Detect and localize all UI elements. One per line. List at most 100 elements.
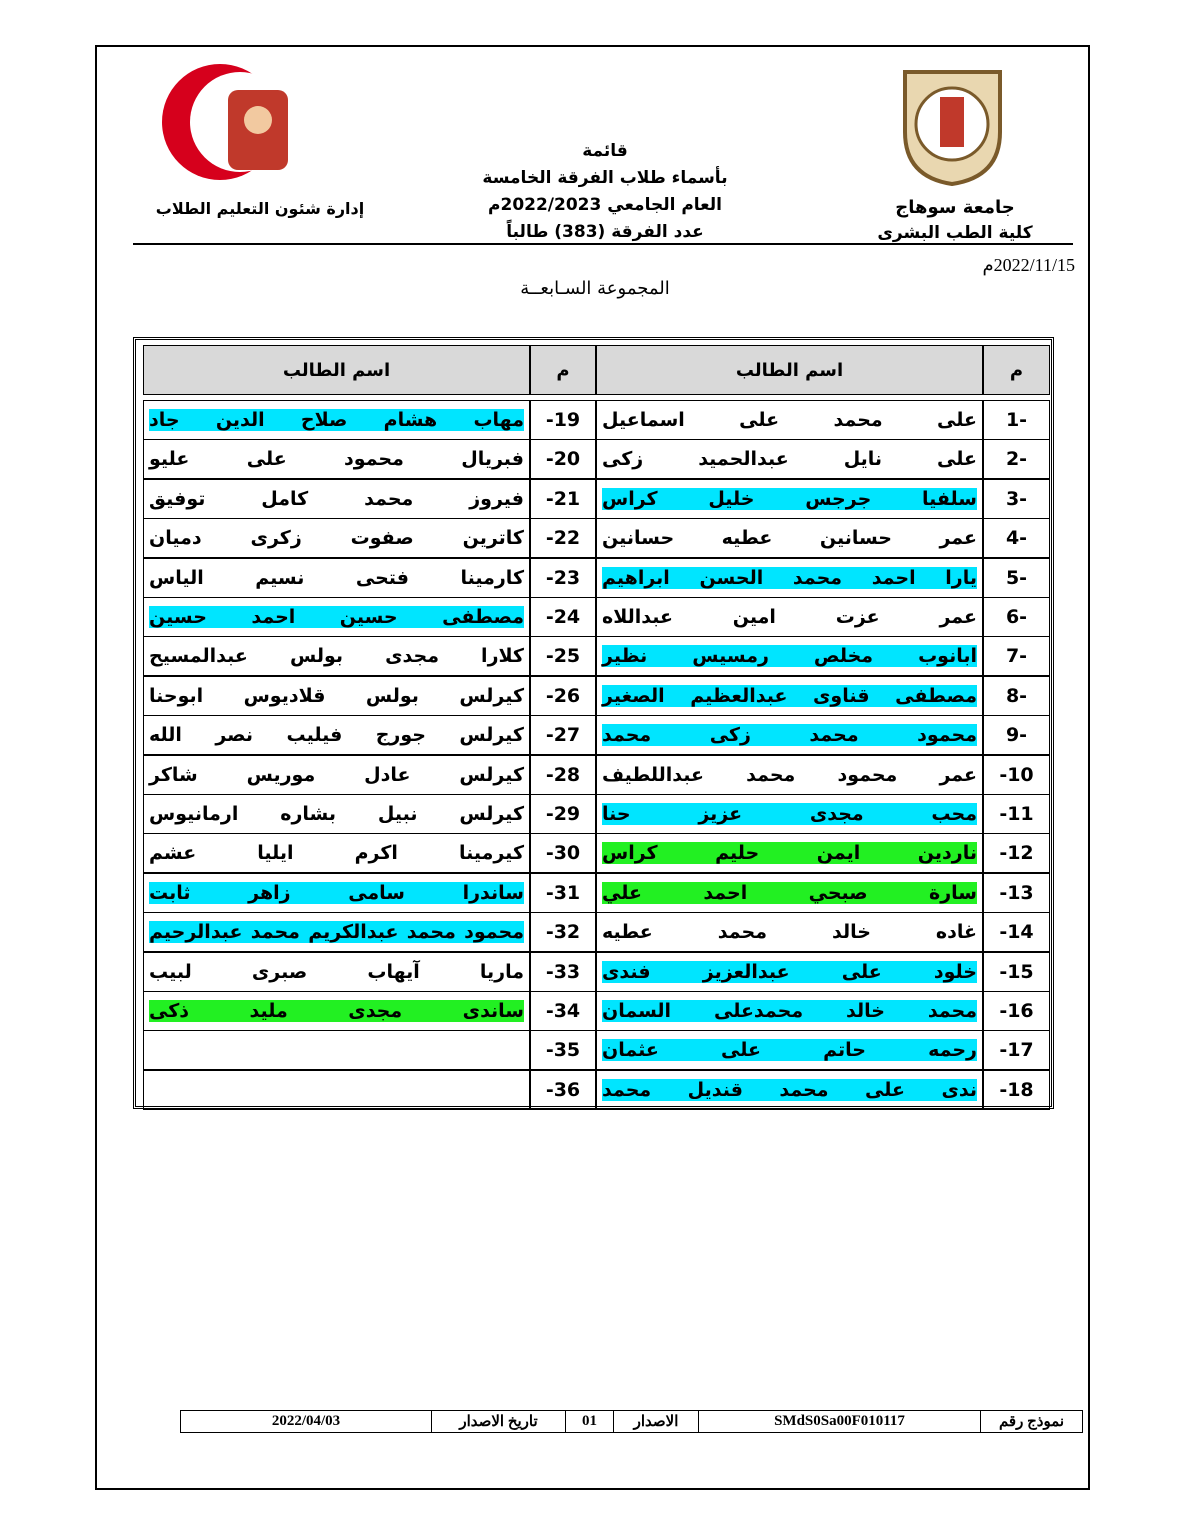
student-name-text: عمر حسانين عطيه حسانين — [602, 527, 977, 550]
student-name-text: على محمد على اسماعيل — [602, 409, 977, 431]
row-number: -33 — [530, 951, 596, 992]
row-number: 3- — [983, 478, 1050, 519]
row-number: -34 — [530, 991, 596, 1031]
row-number: -27 — [530, 715, 596, 756]
row-number: -12 — [983, 833, 1050, 874]
header-name: اسم الطالب — [596, 345, 983, 395]
student-name: ندى على محمد قنديل محمد — [596, 1069, 983, 1110]
student-name-text: مصطفى قناوى عبدالعظيم الصغير — [602, 684, 977, 707]
row-number: -16 — [983, 991, 1050, 1031]
student-name-text: كيرلس عادل موريس شاكر — [149, 763, 524, 786]
student-name-text: سارة صبحي احمد علي — [602, 881, 977, 904]
student-name: كيرلس عادل موريس شاكر — [143, 754, 530, 795]
row-number-text: -13 — [999, 881, 1034, 904]
student-name: ساندرا سامى زاهر ثابت — [143, 872, 530, 913]
student-name: عمر محمود محمد عبداللطيف — [596, 754, 983, 795]
student-name: كيرمينا اكرم ايليا عشم — [143, 833, 530, 874]
row-number-text: -34 — [545, 1000, 581, 1022]
row-number-text: 6- — [1005, 606, 1028, 628]
student-name-text: غاده خالد محمد عطيه — [602, 921, 977, 944]
row-number-text: -31 — [545, 881, 581, 904]
header-name-text: اسم الطالب — [282, 359, 391, 381]
student-name: خلود على عبدالعزيز فندى — [596, 951, 983, 992]
row-number-text: 2- — [1005, 448, 1028, 471]
row-number: -29 — [530, 794, 596, 834]
row-number-text: -23 — [545, 566, 581, 589]
row-number: -28 — [530, 754, 596, 795]
version: 01 — [565, 1410, 614, 1433]
student-name: محمود محمد عبدالكريم محمد عبدالرحيم — [143, 912, 530, 953]
form-label: نموذج رقم — [980, 1410, 1083, 1433]
university: جامعة سوهاج — [895, 197, 1015, 218]
student-name-text: كلارا مجدى بولس عبدالمسيح — [149, 645, 524, 668]
header-num-text: م — [556, 359, 570, 381]
student-name: ابانوب مخلص رمسيس نظير — [596, 636, 983, 677]
row-number-text: -36 — [545, 1078, 581, 1101]
student-name: كاترين صفوت زكرى دميان — [143, 518, 530, 559]
row-number: -20 — [530, 439, 596, 480]
student-name: غاده خالد محمد عطيه — [596, 912, 983, 953]
row-number: -14 — [983, 912, 1050, 953]
row-number: -13 — [983, 872, 1050, 913]
row-number: 4- — [983, 518, 1050, 559]
row-number-text: -22 — [545, 527, 581, 550]
student-name: سلفيا جرجس خليل كراس — [596, 478, 983, 519]
student-name: كارمينا فتحى نسيم الياس — [143, 557, 530, 598]
row-number-text: -25 — [545, 645, 581, 668]
student-name-text: عمر عزت امين عبداللاه — [602, 606, 977, 628]
row-number: -30 — [530, 833, 596, 874]
student-name: كيرلس جورج فيليب نصر الله — [143, 715, 530, 756]
student-name-text: كارمينا فتحى نسيم الياس — [149, 566, 524, 589]
row-number-text: 5- — [1005, 566, 1028, 589]
student-name-text: محمود محمد عبدالكريم محمد عبدالرحيم — [149, 921, 524, 944]
row-number-text: 4- — [1005, 527, 1028, 550]
row-number: -11 — [983, 794, 1050, 834]
row-number-text: 7- — [1005, 645, 1028, 668]
row-number: -32 — [530, 912, 596, 953]
header-name: اسم الطالب — [143, 345, 530, 395]
student-name — [143, 1030, 530, 1071]
student-name-text: عمر محمود محمد عبداللطيف — [602, 763, 977, 786]
row-number-text: -33 — [545, 960, 581, 983]
student-name: رحمه حاتم على عثمان — [596, 1030, 983, 1071]
row-number-text: -10 — [999, 763, 1034, 786]
student-name: يارا احمد محمد الحسن ابراهيم — [596, 557, 983, 598]
row-number: 6- — [983, 597, 1050, 637]
issue-date: 2022/04/03 — [180, 1410, 432, 1433]
form-code: SMdS0Sa00F010117 — [698, 1410, 981, 1433]
student-name-text: فيروز محمد كامل توفيق — [149, 487, 524, 510]
student-name-text: فبريال محمود على عليو — [149, 448, 524, 471]
student-name-text: ابانوب مخلص رمسيس نظير — [602, 645, 977, 668]
student-name: ناردين ايمن حليم كراس — [596, 833, 983, 874]
student-table: م اسم الطالب 1- على محمد على اسماعيل 2- على ن… — [133, 337, 1054, 1110]
student-name-text: ماريا آيهاب صبرى لبيب — [149, 960, 524, 983]
header-num: م — [983, 345, 1050, 395]
row-number-text: -12 — [999, 842, 1034, 865]
student-name-text: ندى على محمد قنديل محمد — [602, 1078, 977, 1101]
row-number: -25 — [530, 636, 596, 677]
row-number-text: -35 — [545, 1039, 581, 1062]
row-number-text: -17 — [999, 1039, 1034, 1062]
student-name-text: محمود محمد زكى محمد — [602, 724, 977, 747]
header-num: م — [530, 345, 596, 395]
student-name-text: كيرلس بولس قلاديوس ابوحنا — [149, 684, 524, 707]
row-number-text: -32 — [545, 921, 581, 944]
student-name: على نايل عبدالحميد زكى — [596, 439, 983, 480]
title-line: بأسماء طلاب الفرقة الخامسة — [482, 168, 728, 188]
student-name: فيروز محمد كامل توفيق — [143, 478, 530, 519]
student-name: كيرلس بولس قلاديوس ابوحنا — [143, 675, 530, 716]
row-number: -35 — [530, 1030, 596, 1071]
row-number-text: -21 — [545, 487, 581, 510]
row-number: -22 — [530, 518, 596, 559]
row-number: 1- — [983, 400, 1050, 440]
row-number: 8- — [983, 675, 1050, 716]
page-border — [95, 45, 1090, 1490]
row-number-text: 8- — [1005, 684, 1028, 707]
student-name-text: مهاب هشام صلاح الدين جاد — [149, 409, 524, 431]
student-name: كيرلس نبيل بشاره ارمانيوس — [143, 794, 530, 834]
student-name-text: كاترين صفوت زكرى دميان — [149, 527, 524, 550]
row-number-text: -28 — [545, 763, 581, 786]
issue-date-label: تاريخ الاصدار — [431, 1410, 566, 1433]
student-name: على محمد على اسماعيل — [596, 400, 983, 440]
